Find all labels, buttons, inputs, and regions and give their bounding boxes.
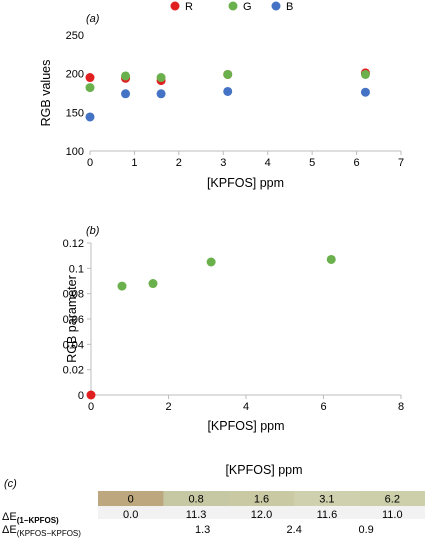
data-point-series-0 bbox=[206, 257, 216, 267]
y-tick-label: 0.02 bbox=[63, 365, 84, 377]
x-tick-label: 0 bbox=[87, 157, 93, 169]
data-point-b bbox=[156, 89, 166, 99]
data-point-b bbox=[121, 89, 131, 99]
x-tick-label: 6 bbox=[320, 401, 326, 413]
panel-label: (a) bbox=[86, 13, 100, 25]
legend-marker-g bbox=[228, 1, 238, 11]
y-tick-label: 0.06 bbox=[63, 314, 84, 326]
data-point-series-0 bbox=[117, 281, 127, 291]
y-tick-label: 250 bbox=[66, 30, 84, 42]
data-point-g bbox=[360, 69, 370, 79]
column-header: 0 bbox=[128, 494, 134, 506]
row1-value: 11.6 bbox=[317, 509, 338, 521]
x-axis-title: [KPFOS] ppm bbox=[207, 419, 284, 433]
y-tick-label: 0.1 bbox=[69, 263, 84, 275]
x-tick-label: 1 bbox=[131, 157, 137, 169]
y-tick-label: 150 bbox=[66, 107, 84, 119]
data-point-b bbox=[85, 112, 95, 122]
panel-label: (b) bbox=[86, 225, 100, 237]
column-header: 6.2 bbox=[385, 494, 400, 506]
x-tick-label: 6 bbox=[354, 157, 360, 169]
column-header: 3.1 bbox=[319, 494, 334, 506]
y-axis-title: RGB parameter bbox=[65, 275, 79, 363]
panel-c-table: (c) [KPFOS] ppm 0 0.8 1.6 3.1 6.2 ΔE(1−KPFOS)ΔE… bbox=[2, 463, 425, 538]
row1-label: ΔE(1−KPFOS) bbox=[2, 511, 59, 525]
x-tick-label: 4 bbox=[265, 157, 271, 169]
x-tick-label: 8 bbox=[398, 401, 404, 413]
x-tick-label: 2 bbox=[165, 401, 171, 413]
data-point-b bbox=[360, 87, 370, 97]
color-swatch bbox=[228, 491, 295, 506]
data-point-r bbox=[85, 73, 95, 83]
color-swatch bbox=[359, 491, 425, 506]
row1-value: 0.0 bbox=[123, 509, 138, 521]
x-tick-label: 7 bbox=[398, 157, 404, 169]
row2-value: 1.3 bbox=[195, 524, 210, 536]
color-swatch bbox=[163, 491, 230, 506]
panel-b-chart: (b) 0 2 4 6 8 0 0.02 0.04 0.06 0.08 0.1 0.12 [KPFOS] … bbox=[63, 225, 404, 433]
data-point-g bbox=[156, 73, 166, 83]
y-tick-label: 0 bbox=[78, 390, 84, 402]
panel-label: (c) bbox=[4, 478, 17, 490]
table-title: [KPFOS] ppm bbox=[225, 463, 302, 477]
row1-value: 11.3 bbox=[186, 509, 207, 521]
data-point-series-0 bbox=[148, 279, 158, 289]
legend-marker-r bbox=[170, 1, 180, 11]
data-point-series-0 bbox=[326, 254, 336, 264]
column-header: 0.8 bbox=[188, 494, 203, 506]
data-point-g bbox=[85, 83, 95, 93]
data-point-g bbox=[121, 71, 131, 81]
x-tick-label: 5 bbox=[309, 157, 315, 169]
row1-background bbox=[98, 506, 425, 519]
row1-value: 11.0 bbox=[382, 509, 403, 521]
row2-value: 2.4 bbox=[287, 524, 302, 536]
row1-value: 12.0 bbox=[251, 509, 272, 521]
column-header: 1.6 bbox=[254, 494, 269, 506]
row2-value: 0.9 bbox=[358, 524, 373, 536]
legend-label-b: B bbox=[286, 1, 293, 13]
color-swatch bbox=[294, 491, 361, 506]
color-swatch bbox=[98, 491, 164, 506]
y-axis-title: RGB values bbox=[39, 60, 53, 127]
legend-label-g: G bbox=[243, 1, 252, 13]
y-tick-label: 0.12 bbox=[63, 238, 84, 250]
x-tick-label: 3 bbox=[220, 157, 226, 169]
y-tick-label: 200 bbox=[66, 69, 84, 81]
panel-a-chart: (a) 0 1 2 3 4 5 6 7 100 150 200 250 [KPFOS] ppm RGB va… bbox=[39, 1, 404, 190]
data-point-g bbox=[223, 69, 233, 79]
legend-label-r: R bbox=[185, 1, 193, 13]
y-tick-label: 0.04 bbox=[63, 339, 84, 351]
x-axis-title: [KPFOS] ppm bbox=[207, 176, 284, 190]
x-tick-label: 0 bbox=[88, 401, 94, 413]
y-tick-label: 0.08 bbox=[63, 289, 84, 301]
legend-marker-b bbox=[271, 1, 281, 11]
data-point-series-1 bbox=[86, 390, 96, 400]
x-tick-label: 2 bbox=[176, 157, 182, 169]
y-tick-label: 100 bbox=[66, 146, 84, 158]
data-point-b bbox=[223, 86, 233, 96]
x-tick-label: 4 bbox=[243, 401, 249, 413]
row2-label: ΔE(KPFOS−KPFOS) bbox=[2, 524, 81, 538]
